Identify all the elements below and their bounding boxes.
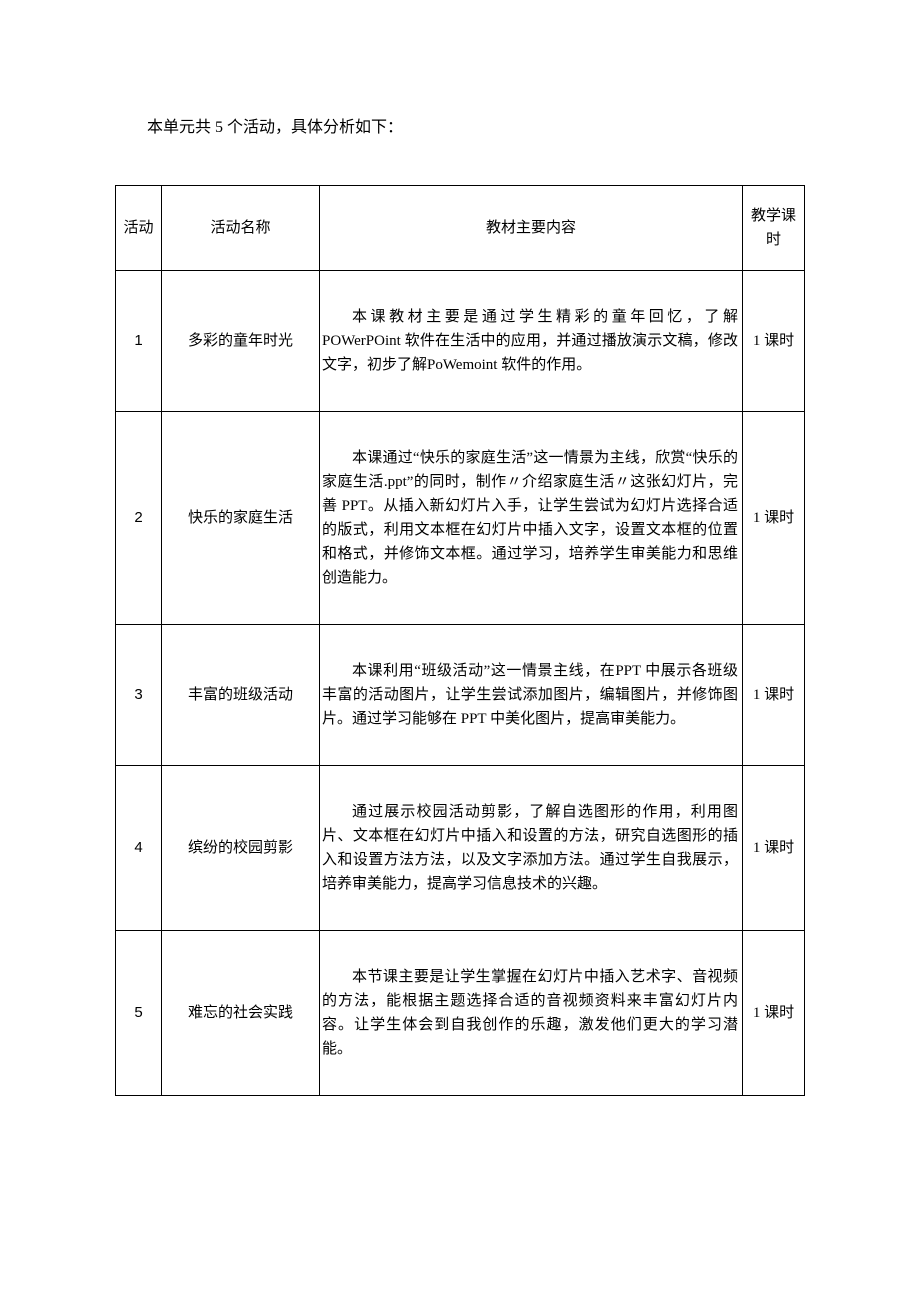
cell-name: 难忘的社会实践 bbox=[162, 931, 320, 1096]
table-row: 5 难忘的社会实践 本节课主要是让学生掌握在幻灯片中插入艺术字、音视频的方法，能… bbox=[116, 931, 805, 1096]
cell-desc: 本课利用“班级活动”这一情景主线，在PPT 中展示各班级丰富的活动图片，让学生尝… bbox=[320, 625, 743, 766]
cell-desc-text: 通过展示校园活动剪影，了解自选图形的作用，利用图片、文本框在幻灯片中插入和设置的… bbox=[322, 800, 738, 896]
col-header-index: 活动 bbox=[116, 186, 162, 271]
cell-desc-text: 本课教材主要是通过学生精彩的童年回忆，了解 POWerPOint 软件在生活中的… bbox=[322, 305, 738, 377]
cell-index: 3 bbox=[116, 625, 162, 766]
cell-hours: 1 课时 bbox=[743, 271, 805, 412]
table-row: 4 缤纷的校园剪影 通过展示校园活动剪影，了解自选图形的作用，利用图片、文本框在… bbox=[116, 766, 805, 931]
intro-paragraph: 本单元共 5 个活动，具体分析如下： bbox=[115, 110, 805, 145]
cell-desc: 本课教材主要是通过学生精彩的童年回忆，了解 POWerPOint 软件在生活中的… bbox=[320, 271, 743, 412]
table-row: 2 快乐的家庭生活 本课通过“快乐的家庭生活”这一情景为主线，欣赏“快乐的家庭生… bbox=[116, 412, 805, 625]
cell-desc-text: 本课通过“快乐的家庭生活”这一情景为主线，欣赏“快乐的家庭生活.ppt”的同时，… bbox=[322, 446, 738, 590]
cell-name: 多彩的童年时光 bbox=[162, 271, 320, 412]
cell-hours: 1 课时 bbox=[743, 625, 805, 766]
cell-index: 4 bbox=[116, 766, 162, 931]
cell-hours: 1 课时 bbox=[743, 412, 805, 625]
cell-name: 丰富的班级活动 bbox=[162, 625, 320, 766]
cell-desc-text: 本节课主要是让学生掌握在幻灯片中插入艺术字、音视频的方法，能根据主题选择合适的音… bbox=[322, 965, 738, 1061]
cell-index: 2 bbox=[116, 412, 162, 625]
cell-desc: 通过展示校园活动剪影，了解自选图形的作用，利用图片、文本框在幻灯片中插入和设置的… bbox=[320, 766, 743, 931]
cell-hours: 1 课时 bbox=[743, 766, 805, 931]
table-header-row: 活动 活动名称 教材主要内容 教学课时 bbox=[116, 186, 805, 271]
cell-index: 5 bbox=[116, 931, 162, 1096]
cell-desc-text: 本课利用“班级活动”这一情景主线，在PPT 中展示各班级丰富的活动图片，让学生尝… bbox=[322, 659, 738, 731]
document-page: 本单元共 5 个活动，具体分析如下： 活动 活动名称 教材主要内容 教学课时 1… bbox=[0, 0, 920, 1301]
col-header-name: 活动名称 bbox=[162, 186, 320, 271]
cell-name: 快乐的家庭生活 bbox=[162, 412, 320, 625]
activities-table: 活动 活动名称 教材主要内容 教学课时 1 多彩的童年时光 本课教材主要是通过学… bbox=[115, 185, 805, 1096]
col-header-desc: 教材主要内容 bbox=[320, 186, 743, 271]
cell-desc: 本节课主要是让学生掌握在幻灯片中插入艺术字、音视频的方法，能根据主题选择合适的音… bbox=[320, 931, 743, 1096]
col-header-hours: 教学课时 bbox=[743, 186, 805, 271]
cell-name: 缤纷的校园剪影 bbox=[162, 766, 320, 931]
cell-hours: 1 课时 bbox=[743, 931, 805, 1096]
table-row: 3 丰富的班级活动 本课利用“班级活动”这一情景主线，在PPT 中展示各班级丰富… bbox=[116, 625, 805, 766]
table-row: 1 多彩的童年时光 本课教材主要是通过学生精彩的童年回忆，了解 POWerPOi… bbox=[116, 271, 805, 412]
cell-index: 1 bbox=[116, 271, 162, 412]
cell-desc: 本课通过“快乐的家庭生活”这一情景为主线，欣赏“快乐的家庭生活.ppt”的同时，… bbox=[320, 412, 743, 625]
